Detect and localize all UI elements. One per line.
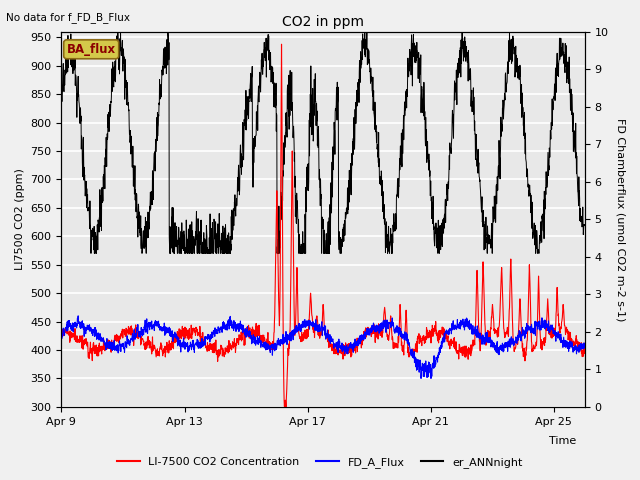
- Legend: LI-7500 CO2 Concentration, FD_A_Flux, er_ANNnight: LI-7500 CO2 Concentration, FD_A_Flux, er…: [113, 452, 527, 472]
- Text: No data for f_FD_B_Flux: No data for f_FD_B_Flux: [6, 12, 131, 23]
- Text: Time: Time: [548, 436, 576, 446]
- Y-axis label: LI7500 CO2 (ppm): LI7500 CO2 (ppm): [15, 168, 25, 270]
- Y-axis label: FD Chamberflux (umol CO2 m-2 s-1): FD Chamberflux (umol CO2 m-2 s-1): [615, 118, 625, 321]
- Title: CO2 in ppm: CO2 in ppm: [282, 15, 364, 29]
- Text: BA_flux: BA_flux: [67, 43, 116, 56]
